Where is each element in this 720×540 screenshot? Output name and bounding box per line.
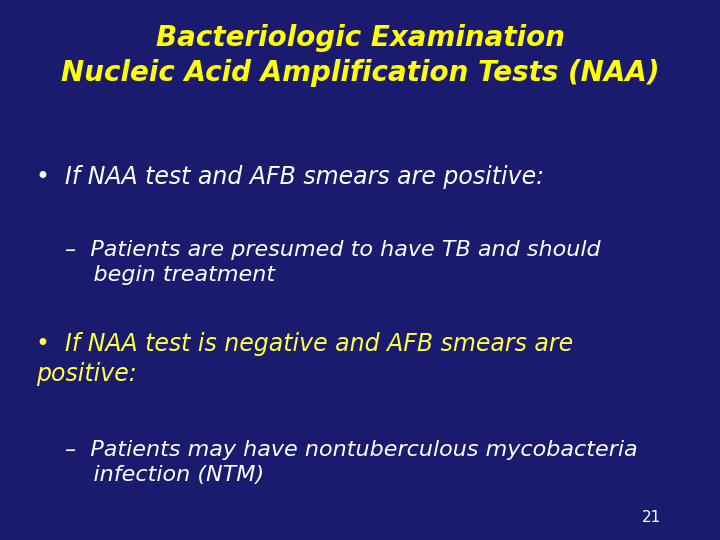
- Text: •  If NAA test and AFB smears are positive:: • If NAA test and AFB smears are positiv…: [36, 165, 544, 188]
- Text: Bacteriologic Examination
Nucleic Acid Amplification Tests (NAA): Bacteriologic Examination Nucleic Acid A…: [60, 24, 660, 87]
- Text: •  If NAA test is negative and AFB smears are
positive:: • If NAA test is negative and AFB smears…: [36, 332, 573, 386]
- Text: 21: 21: [642, 510, 661, 525]
- Text: –  Patients may have nontuberculous mycobacteria
    infection (NTM): – Patients may have nontuberculous mycob…: [65, 440, 637, 485]
- Text: –  Patients are presumed to have TB and should
    begin treatment: – Patients are presumed to have TB and s…: [65, 240, 600, 285]
